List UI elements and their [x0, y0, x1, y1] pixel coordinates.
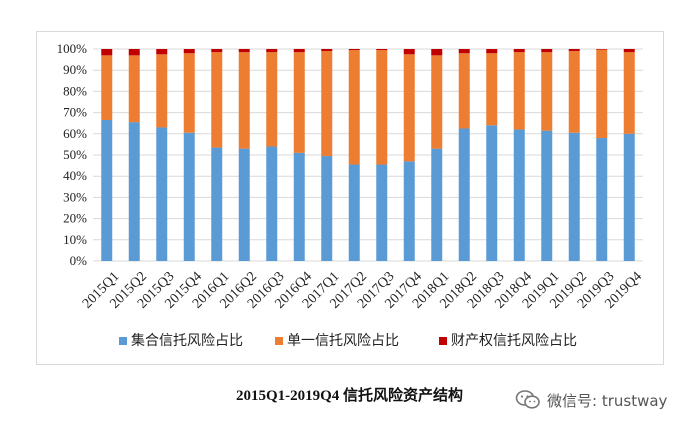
- bar-segment: [486, 125, 498, 261]
- y-tick-label: 30%: [63, 189, 87, 204]
- bar-segment: [156, 127, 168, 261]
- bar-segment: [623, 52, 635, 134]
- bar-segment: [101, 55, 113, 121]
- bar-segment: [293, 52, 305, 153]
- bar-segment: [431, 55, 443, 149]
- bar-segment: [156, 54, 168, 128]
- bar-segment: [183, 132, 195, 261]
- bar-segment: [321, 51, 333, 157]
- y-tick-label: 40%: [63, 168, 87, 183]
- bar-segment: [458, 53, 470, 129]
- watermark-label: 微信号: trustway: [547, 391, 668, 410]
- y-tick-label: 90%: [63, 62, 87, 77]
- bar-segment: [623, 49, 635, 53]
- y-tick-label: 0%: [70, 253, 88, 268]
- bar-segment: [513, 49, 525, 53]
- bar-segment: [101, 120, 113, 262]
- bar-segment: [458, 49, 470, 54]
- bar-segment: [348, 50, 360, 165]
- bar-segment: [211, 52, 223, 148]
- bar-segment: [596, 138, 608, 261]
- legend-swatch: [275, 337, 283, 345]
- bar-segment: [513, 129, 525, 261]
- legend-label: 集合信托风险占比: [131, 332, 243, 349]
- bar-segment: [348, 49, 360, 51]
- wechat-watermark: 微信号: trustway: [515, 388, 667, 412]
- bar-segment: [101, 49, 113, 56]
- bar-segment: [376, 164, 388, 261]
- bar-segment: [541, 130, 553, 261]
- bar-segment: [183, 53, 195, 133]
- bar-segment: [348, 164, 360, 261]
- bar-segment: [128, 55, 140, 123]
- bar-segment: [266, 52, 278, 147]
- chart-area: 0% 10% 20% 30% 40% 50% 60% 70% 80% 90% 100% 2015Q1 2…: [36, 31, 664, 365]
- bar-segment: [238, 49, 250, 53]
- bar-segment: [156, 49, 168, 55]
- bar-segment: [541, 49, 553, 53]
- bar-segment: [403, 161, 415, 261]
- wechat-icon: [515, 390, 540, 409]
- bar-segment: [321, 156, 333, 261]
- y-tick-label: 100%: [57, 41, 88, 56]
- y-tick-label: 50%: [63, 147, 87, 162]
- bar-segment: [458, 128, 470, 261]
- bar-segment: [266, 49, 278, 53]
- bar-segment: [128, 122, 140, 261]
- bar-segment: [596, 49, 608, 50]
- bar-segment: [596, 49, 608, 139]
- bar-segment: [211, 147, 223, 261]
- legend-label: 财产权信托风险占比: [451, 333, 577, 349]
- bar-segment: [293, 152, 305, 261]
- bar-segment: [403, 54, 415, 162]
- bar-segment: [238, 148, 250, 261]
- legend-label: 单一信托风险占比: [287, 333, 399, 349]
- chart-title: 2015Q1-2019Q4 信托风险资产结构: [235, 388, 464, 404]
- bar-segment: [321, 49, 333, 52]
- bar-segment: [238, 52, 250, 149]
- bar-segment: [486, 49, 498, 54]
- bar-segment: [513, 52, 525, 130]
- legend-swatch: [439, 337, 447, 345]
- y-tick-label: 70%: [63, 105, 87, 120]
- stacked-bar-chart: 0%10%20%30%40%50%60%70%80%90%100%2015Q12…: [57, 41, 645, 349]
- y-tick-label: 60%: [63, 126, 87, 141]
- bar-segment: [541, 52, 553, 131]
- bar-segment: [486, 53, 498, 126]
- bar-segment: [183, 49, 195, 54]
- bar-segment: [431, 148, 443, 261]
- bar-segment: [376, 49, 388, 51]
- bar-segment: [266, 146, 278, 261]
- bar-segment: [211, 49, 223, 53]
- legend-swatch: [119, 337, 127, 345]
- bar-segment: [568, 51, 580, 133]
- bar-segment: [623, 133, 635, 261]
- bar-segment: [431, 49, 443, 56]
- y-tick-label: 10%: [63, 232, 87, 247]
- y-tick-label: 20%: [63, 211, 87, 226]
- bar-segment: [376, 50, 388, 165]
- bar-segment: [293, 49, 305, 53]
- bar-segment: [128, 49, 140, 56]
- bar-segment: [568, 132, 580, 261]
- bar-segment: [568, 49, 580, 52]
- y-tick-label: 80%: [63, 83, 87, 98]
- bar-segment: [403, 49, 415, 55]
